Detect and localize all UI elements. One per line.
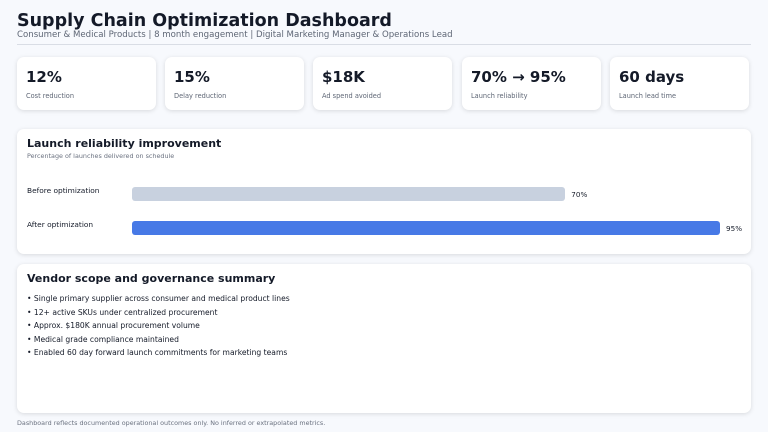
bar-after xyxy=(132,221,721,235)
footer-note: Dashboard reflects documented operationa… xyxy=(17,419,326,427)
card-title: Launch reliability improvement xyxy=(27,137,222,150)
kpi-card-lead-time: 60 days Launch lead time xyxy=(610,57,749,110)
kpi-label: Cost reduction xyxy=(26,92,74,100)
vendor-list: • Single primary supplier across consume… xyxy=(27,292,290,360)
page-subtitle: Consumer & Medical Products | 8 month en… xyxy=(17,30,453,40)
kpi-card-ad-spend: $18K Ad spend avoided xyxy=(313,57,452,110)
kpi-label: Launch reliability xyxy=(471,92,528,100)
bar-row-after: 95% xyxy=(132,221,751,235)
list-item: • Enabled 60 day forward launch commitme… xyxy=(27,348,288,357)
kpi-value: 15% xyxy=(174,68,210,86)
kpi-card-cost: 12% Cost reduction xyxy=(17,57,156,110)
page-title: Supply Chain Optimization Dashboard xyxy=(17,11,392,31)
bar-label-after: After optimization xyxy=(27,220,94,229)
card-title: Vendor scope and governance summary xyxy=(27,272,276,285)
vendor-card: Vendor scope and governance summary • Si… xyxy=(17,264,751,413)
kpi-label: Ad spend avoided xyxy=(322,92,382,100)
reliability-card: Launch reliability improvement Percentag… xyxy=(17,129,751,254)
list-item: • Approx. $180K annual procurement volum… xyxy=(27,321,200,330)
kpi-value: 60 days xyxy=(619,68,685,86)
bar-label-before: Before optimization xyxy=(27,186,100,195)
bar-value-before: 70% xyxy=(571,190,588,199)
kpi-value: $18K xyxy=(322,68,365,86)
bar-value-after: 95% xyxy=(726,224,743,233)
kpi-label: Delay reduction xyxy=(174,92,227,100)
bar-before xyxy=(132,187,566,201)
kpi-value: 12% xyxy=(26,68,62,86)
list-item: • Medical grade compliance maintained xyxy=(27,334,179,344)
kpi-card-delay: 15% Delay reduction xyxy=(165,57,304,110)
card-subtitle: Percentage of launches delivered on sche… xyxy=(27,152,175,160)
kpi-value: 70% → 95% xyxy=(471,68,566,86)
list-item: • 12+ active SKUs under centralized proc… xyxy=(27,307,218,317)
bar-row-before: 70% xyxy=(132,187,751,201)
list-item: • Single primary supplier across consume… xyxy=(27,294,290,303)
kpi-card-reliability: 70% → 95% Launch reliability xyxy=(462,57,601,110)
kpi-label: Launch lead time xyxy=(619,92,677,100)
divider xyxy=(17,44,751,45)
